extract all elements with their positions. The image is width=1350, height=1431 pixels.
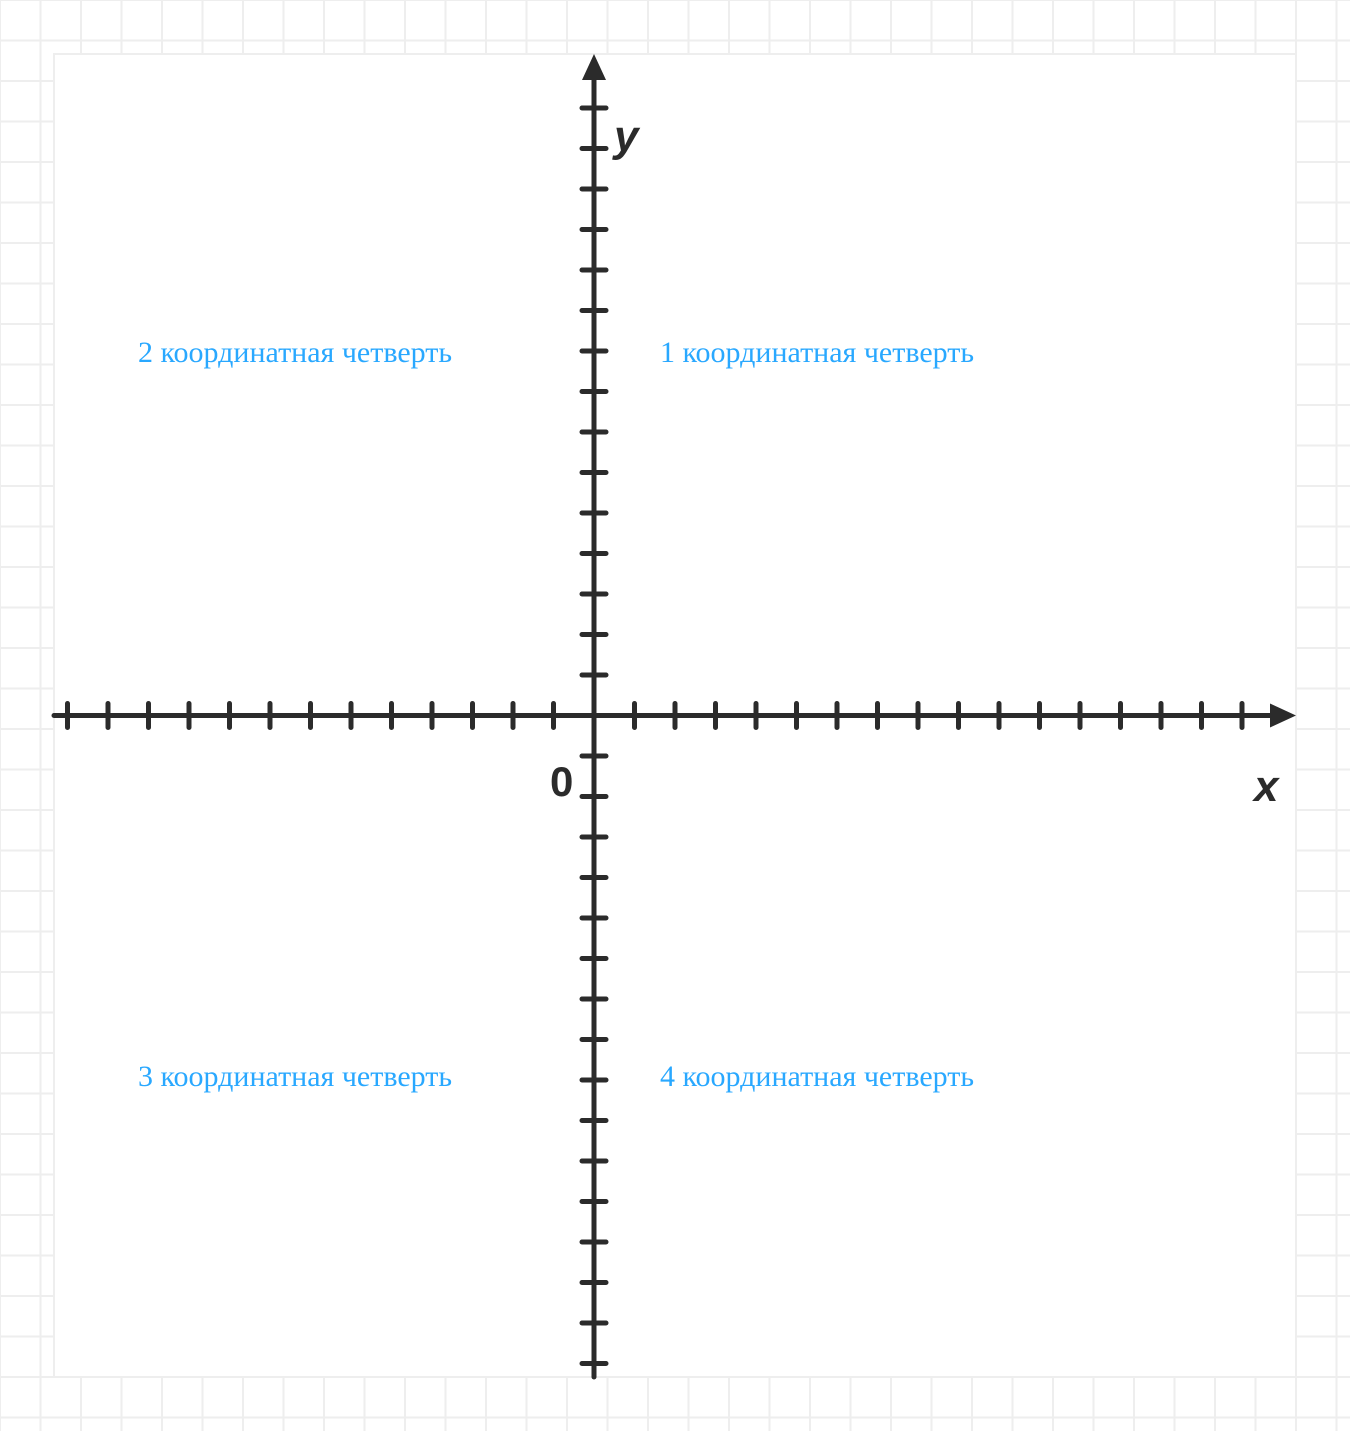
quadrant-2-label: 2 координатная четверть xyxy=(138,336,452,370)
origin-label: 0 xyxy=(550,758,573,806)
quadrant-4-label: 4 координатная четверть xyxy=(660,1060,974,1094)
quadrant-3-label: 3 координатная четверть xyxy=(138,1060,452,1094)
coordinate-plane-diagram: 1 координатная четверть 2 координатная ч… xyxy=(0,0,1350,1431)
plot-svg xyxy=(0,0,1350,1431)
x-axis-label: x xyxy=(1254,762,1278,812)
quadrant-1-label: 1 координатная четверть xyxy=(660,336,974,370)
y-axis-label: y xyxy=(614,112,638,162)
